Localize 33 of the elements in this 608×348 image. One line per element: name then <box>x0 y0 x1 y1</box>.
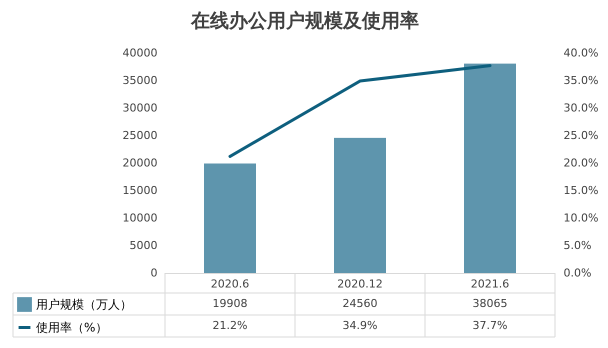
y2-tick-label: 40.0% <box>564 46 598 60</box>
y2-tick-label: 30.0% <box>564 102 598 114</box>
y-tick-label: 0 <box>150 266 158 280</box>
bar <box>204 164 256 273</box>
y-tick-label: 15000 <box>122 184 158 197</box>
y-tick-label: 5000 <box>130 239 158 252</box>
data-label: 21.2% <box>212 319 248 332</box>
data-label: 19908 <box>212 297 248 310</box>
y2-tick-label: 15.0% <box>564 184 598 197</box>
y-tick-label: 20000 <box>122 156 158 170</box>
bar <box>464 64 516 273</box>
data-label: 24560 <box>342 297 378 310</box>
x-tick-label: 2020.12 <box>337 278 383 290</box>
y2-tick-label: 35.0% <box>564 74 598 87</box>
y-tick-label: 40000 <box>122 46 158 60</box>
y-tick-label: 30000 <box>122 102 158 114</box>
chart-title: 在线办公用户规模及使用率 <box>190 10 420 32</box>
legend-label: 用户规模（万人） <box>36 298 132 312</box>
y2-tick-label: 25.0% <box>564 129 598 142</box>
x-tick-label: 2020.6 <box>210 278 250 290</box>
y-tick-label: 25000 <box>122 129 158 142</box>
bar <box>334 138 386 273</box>
x-tick-label: 2021.6 <box>470 278 510 290</box>
y2-tick-label: 5.0% <box>564 239 592 252</box>
data-label: 37.7% <box>472 319 508 332</box>
y2-tick-label: 10.0% <box>564 212 598 224</box>
y-tick-label: 35000 <box>122 74 158 87</box>
legend-label: 使用率（%） <box>36 320 108 334</box>
data-label: 34.9% <box>342 319 378 332</box>
y2-tick-label: 20.0% <box>564 156 598 170</box>
y2-tick-label: 0.0% <box>564 266 592 280</box>
data-label: 38065 <box>472 297 508 310</box>
y-tick-label: 10000 <box>122 212 158 224</box>
